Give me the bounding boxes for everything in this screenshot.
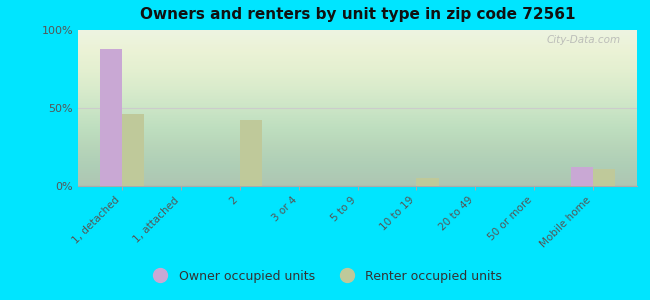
Bar <box>593 169 616 186</box>
Legend: Owner occupied units, Renter occupied units: Owner occupied units, Renter occupied un… <box>143 265 507 288</box>
Text: City-Data.com: City-Data.com <box>546 35 620 45</box>
Bar <box>122 114 144 186</box>
Bar <box>571 167 593 186</box>
Bar <box>417 178 439 186</box>
Bar <box>99 49 122 186</box>
Title: Owners and renters by unit type in zip code 72561: Owners and renters by unit type in zip c… <box>140 7 575 22</box>
Bar <box>240 121 262 186</box>
